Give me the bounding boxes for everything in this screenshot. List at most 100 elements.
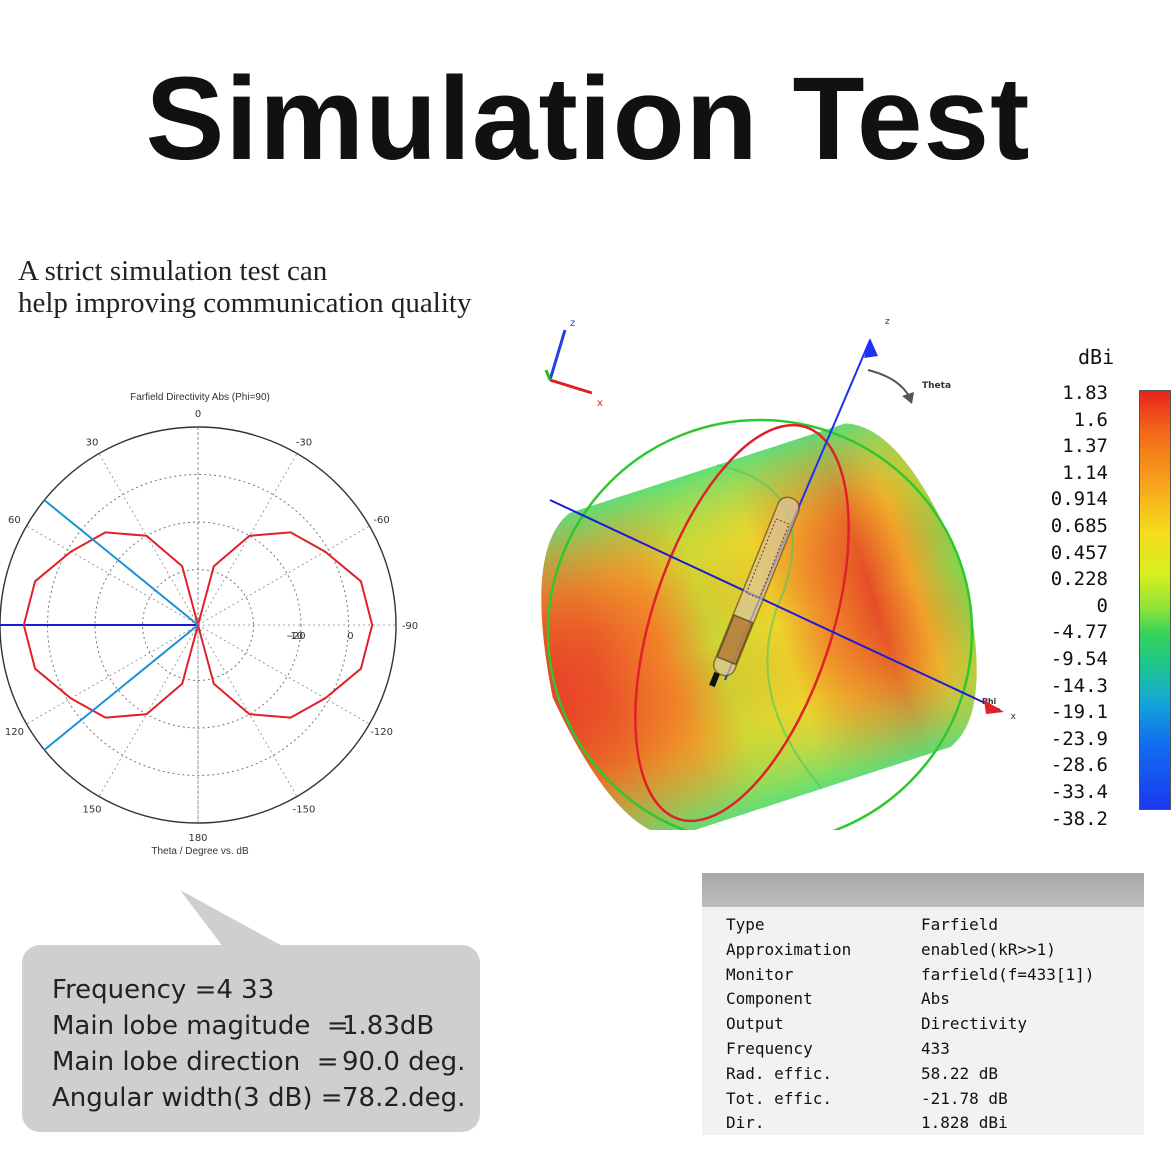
colorbar-tick-label: -14.3 — [1050, 674, 1108, 697]
table-rows: Type Farfield Approximation enabled(kR>>1) M… — [726, 915, 1121, 1138]
polar-spoke — [197, 453, 298, 626]
result-label: Main lobe magitude = — [52, 1011, 349, 1041]
results-bubble — [22, 945, 480, 1132]
table-row: Approximation enabled(kR>>1) — [726, 940, 1121, 965]
phi-label: Phi — [982, 697, 997, 706]
result-value: 90.0 deg. — [342, 1047, 466, 1077]
z-label: z — [885, 317, 890, 327]
polar-plot: 0306090120150180-150-120-90-60-30-20-100 — [0, 409, 418, 844]
table-row: Frequency 433 — [726, 1039, 1121, 1064]
polar-chart-xlabel: Theta / Degree vs. dB — [151, 846, 249, 857]
theta-arrow-icon — [867, 369, 911, 399]
table-key: Dir. — [726, 1113, 765, 1133]
polar-radial-label: -10 — [287, 631, 303, 642]
table-key: Rad. effic. — [726, 1063, 832, 1083]
colorbar-tick-label: -23.9 — [1050, 727, 1108, 750]
red-ring — [634, 423, 850, 823]
polar-angle-label: 60 — [8, 515, 21, 526]
theta-label: Theta — [922, 381, 951, 391]
green-ring — [546, 418, 974, 830]
result-line: Angular width(3 dB) = 78.2.deg. — [52, 1080, 465, 1116]
antenna-model — [709, 496, 800, 688]
results-list: Frequency =4 33 Main lobe magitude = 1.83d… — [52, 972, 465, 1116]
polar-angle-label: -150 — [293, 805, 316, 816]
table-value: Directivity — [921, 1014, 1027, 1034]
colorbar-tick-label: 0.457 — [1050, 541, 1108, 564]
lobe-width-line — [43, 624, 199, 751]
table-key: Tot. effic. — [726, 1088, 832, 1108]
polar-angle-label: 180 — [188, 833, 207, 844]
theta-arrowhead-icon — [902, 392, 914, 404]
table-row: Type Farfield — [726, 915, 1121, 940]
polar-chart: Farfield Directivity Abs (Phi=90) 030609… — [0, 385, 420, 865]
svg-text:z: z — [570, 318, 575, 329]
table-value: 1.828 dBi — [921, 1113, 1008, 1133]
colorbar-tick-label: 1.83 — [1062, 382, 1108, 404]
colorbar-tick-label: -33.4 — [1050, 781, 1108, 803]
result-line: Frequency =4 33 — [52, 972, 465, 1008]
subtitle-line-1: A strict simulation test can — [18, 255, 328, 287]
polar-angle-label: -30 — [296, 437, 312, 448]
table-key: Output — [726, 1014, 784, 1034]
phi-arrow-icon — [984, 700, 1004, 714]
result-label: Main lobe direction = — [52, 1047, 339, 1077]
polar-angle-label: 30 — [86, 437, 99, 448]
table-key: Component — [726, 989, 813, 1009]
lobe-width-line — [43, 499, 199, 626]
pattern-lobe-right — [197, 531, 374, 719]
table-value: 433 — [921, 1038, 950, 1058]
polar-spoke — [197, 525, 370, 626]
colorbar-tick-label: -38.2 — [1050, 807, 1108, 830]
colorbar-tick-label: 1.37 — [1062, 435, 1108, 458]
subtitle: A strict simulation test can help improv… — [18, 255, 471, 319]
colorbar-unit: dBi — [1078, 345, 1115, 369]
colorbar-tick-label: -4.77 — [1050, 621, 1108, 644]
table-header — [702, 873, 1144, 907]
polar-spoke — [98, 453, 199, 626]
radiation-body — [541, 423, 977, 830]
mini-axes-icon: z x — [544, 318, 603, 409]
phi-axis — [549, 499, 1001, 711]
polar-angle-label: 120 — [5, 727, 24, 738]
polar-chart-title: Farfield Directivity Abs (Phi=90) — [130, 392, 270, 403]
result-value: 1.83dB — [342, 1011, 435, 1041]
colorbar-tick-label: -28.6 — [1050, 754, 1108, 777]
polar-angle-label: 150 — [82, 805, 101, 816]
result-line: Main lobe direction = 90.0 deg. — [52, 1044, 465, 1080]
table-value: 58.22 dB — [921, 1063, 999, 1083]
table-key: Type — [726, 915, 765, 934]
colorbar-tick-label: 0 — [1096, 594, 1108, 617]
table-row: Component Abs — [726, 989, 1121, 1014]
result-label: Frequency =4 33 — [52, 975, 275, 1005]
pattern-lobe-left — [22, 531, 199, 719]
result-line: Main lobe magitude = 1.83dB — [52, 1008, 465, 1044]
colorbar — [1139, 390, 1171, 810]
polar-radial-label: 0 — [347, 631, 353, 642]
x-label: x — [1011, 712, 1017, 722]
colorbar-tick-label: 0.228 — [1050, 568, 1108, 591]
table-key: Monitor — [726, 964, 794, 984]
table-value: -21.78 dB — [921, 1088, 1008, 1108]
result-label: Angular width(3 dB) = — [52, 1083, 343, 1113]
table-value: Abs — [921, 989, 950, 1009]
table-row: Rad. effic. 58.22 dB — [726, 1064, 1121, 1089]
farfield-3d-plot: z Theta z x Phi x — [541, 317, 1017, 830]
polar-angle-label: -120 — [370, 727, 393, 738]
polar-spoke — [98, 624, 199, 797]
svg-text:x: x — [597, 398, 603, 409]
bubble-tail — [180, 890, 286, 948]
polar-spoke — [26, 624, 199, 725]
table-row: Dir. 1.828 dBi — [726, 1113, 1121, 1138]
polar-angle-label: 0 — [195, 409, 201, 420]
table-value: Farfield — [921, 915, 999, 934]
colorbar-tick-label: -19.1 — [1050, 701, 1108, 724]
polar-angle-label: -60 — [373, 515, 389, 526]
page-title: Simulation Test — [145, 53, 1031, 185]
polar-radial-label: -20 — [289, 631, 305, 642]
table-row: Tot. effic. -21.78 dB — [726, 1089, 1121, 1114]
farfield-results-table: Type Farfield Approximation enabled(kR>>1) M… — [702, 873, 1144, 1135]
table-key: Frequency — [726, 1038, 813, 1058]
colorbar-tick-label: -9.54 — [1050, 648, 1108, 670]
z-arrow-icon — [864, 338, 878, 358]
table-row: Output Directivity — [726, 1014, 1121, 1039]
